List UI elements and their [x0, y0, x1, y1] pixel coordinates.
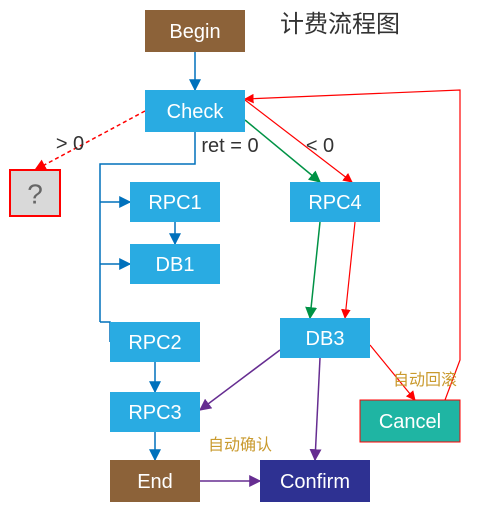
node-check: Check — [145, 90, 245, 132]
edge-label-confirmL: 自动确认 — [208, 436, 272, 454]
node-confirm: Confirm — [260, 460, 370, 502]
edge-rpc4-db3r — [345, 222, 355, 318]
node-rpc2: RPC2 — [110, 322, 200, 362]
edge-rpc4-db3g — [310, 222, 320, 318]
node-rpc1-label: RPC1 — [148, 192, 201, 214]
edge-db3-rpc3p — [200, 350, 280, 410]
edge-label-rollback: 自动回滚 — [393, 371, 457, 389]
node-rpc2-label: RPC2 — [128, 332, 181, 354]
node-q-label: ? — [27, 179, 43, 210]
edge-label-ret0: ret = 0 — [201, 135, 258, 157]
node-begin: Begin — [145, 10, 245, 52]
node-rpc1: RPC1 — [130, 182, 220, 222]
node-db1: DB1 — [130, 244, 220, 284]
nodes-layer: Begin Check? RPC1 RPC4 DB1 RPC2 DB3 RPC3 Cancel E… — [10, 10, 460, 502]
node-db3-label: DB3 — [306, 328, 345, 350]
edge-label-gt0: > 0 — [56, 133, 84, 155]
node-db3: DB3 — [280, 318, 370, 358]
edge-check-rpc4r — [245, 100, 352, 182]
edge-trunk-rpc2 — [100, 322, 110, 342]
flowchart-canvas: Begin Check? RPC1 RPC4 DB1 RPC2 DB3 RPC3 Cancel E… — [0, 0, 500, 518]
node-rpc3-label: RPC3 — [128, 402, 181, 424]
node-rpc4: RPC4 — [290, 182, 380, 222]
node-rpc3: RPC3 — [110, 392, 200, 432]
node-cancel-label: Cancel — [379, 411, 441, 433]
node-q: ? — [10, 170, 60, 216]
node-db1-label: DB1 — [156, 254, 195, 276]
node-end-label: End — [137, 471, 173, 493]
edge-check-q — [35, 111, 145, 170]
node-confirm-label: Confirm — [280, 471, 350, 493]
node-begin-label: Begin — [169, 21, 220, 43]
node-cancel: Cancel — [360, 400, 460, 442]
edge-label-lt0: < 0 — [306, 135, 334, 157]
diagram-title: 计费流程图 — [280, 11, 400, 38]
node-rpc4-label: RPC4 — [308, 192, 361, 214]
node-check-label: Check — [167, 101, 225, 123]
edge-db3-confirmp — [315, 358, 320, 460]
node-end: End — [110, 460, 200, 502]
edge-check-trunk — [100, 132, 195, 322]
